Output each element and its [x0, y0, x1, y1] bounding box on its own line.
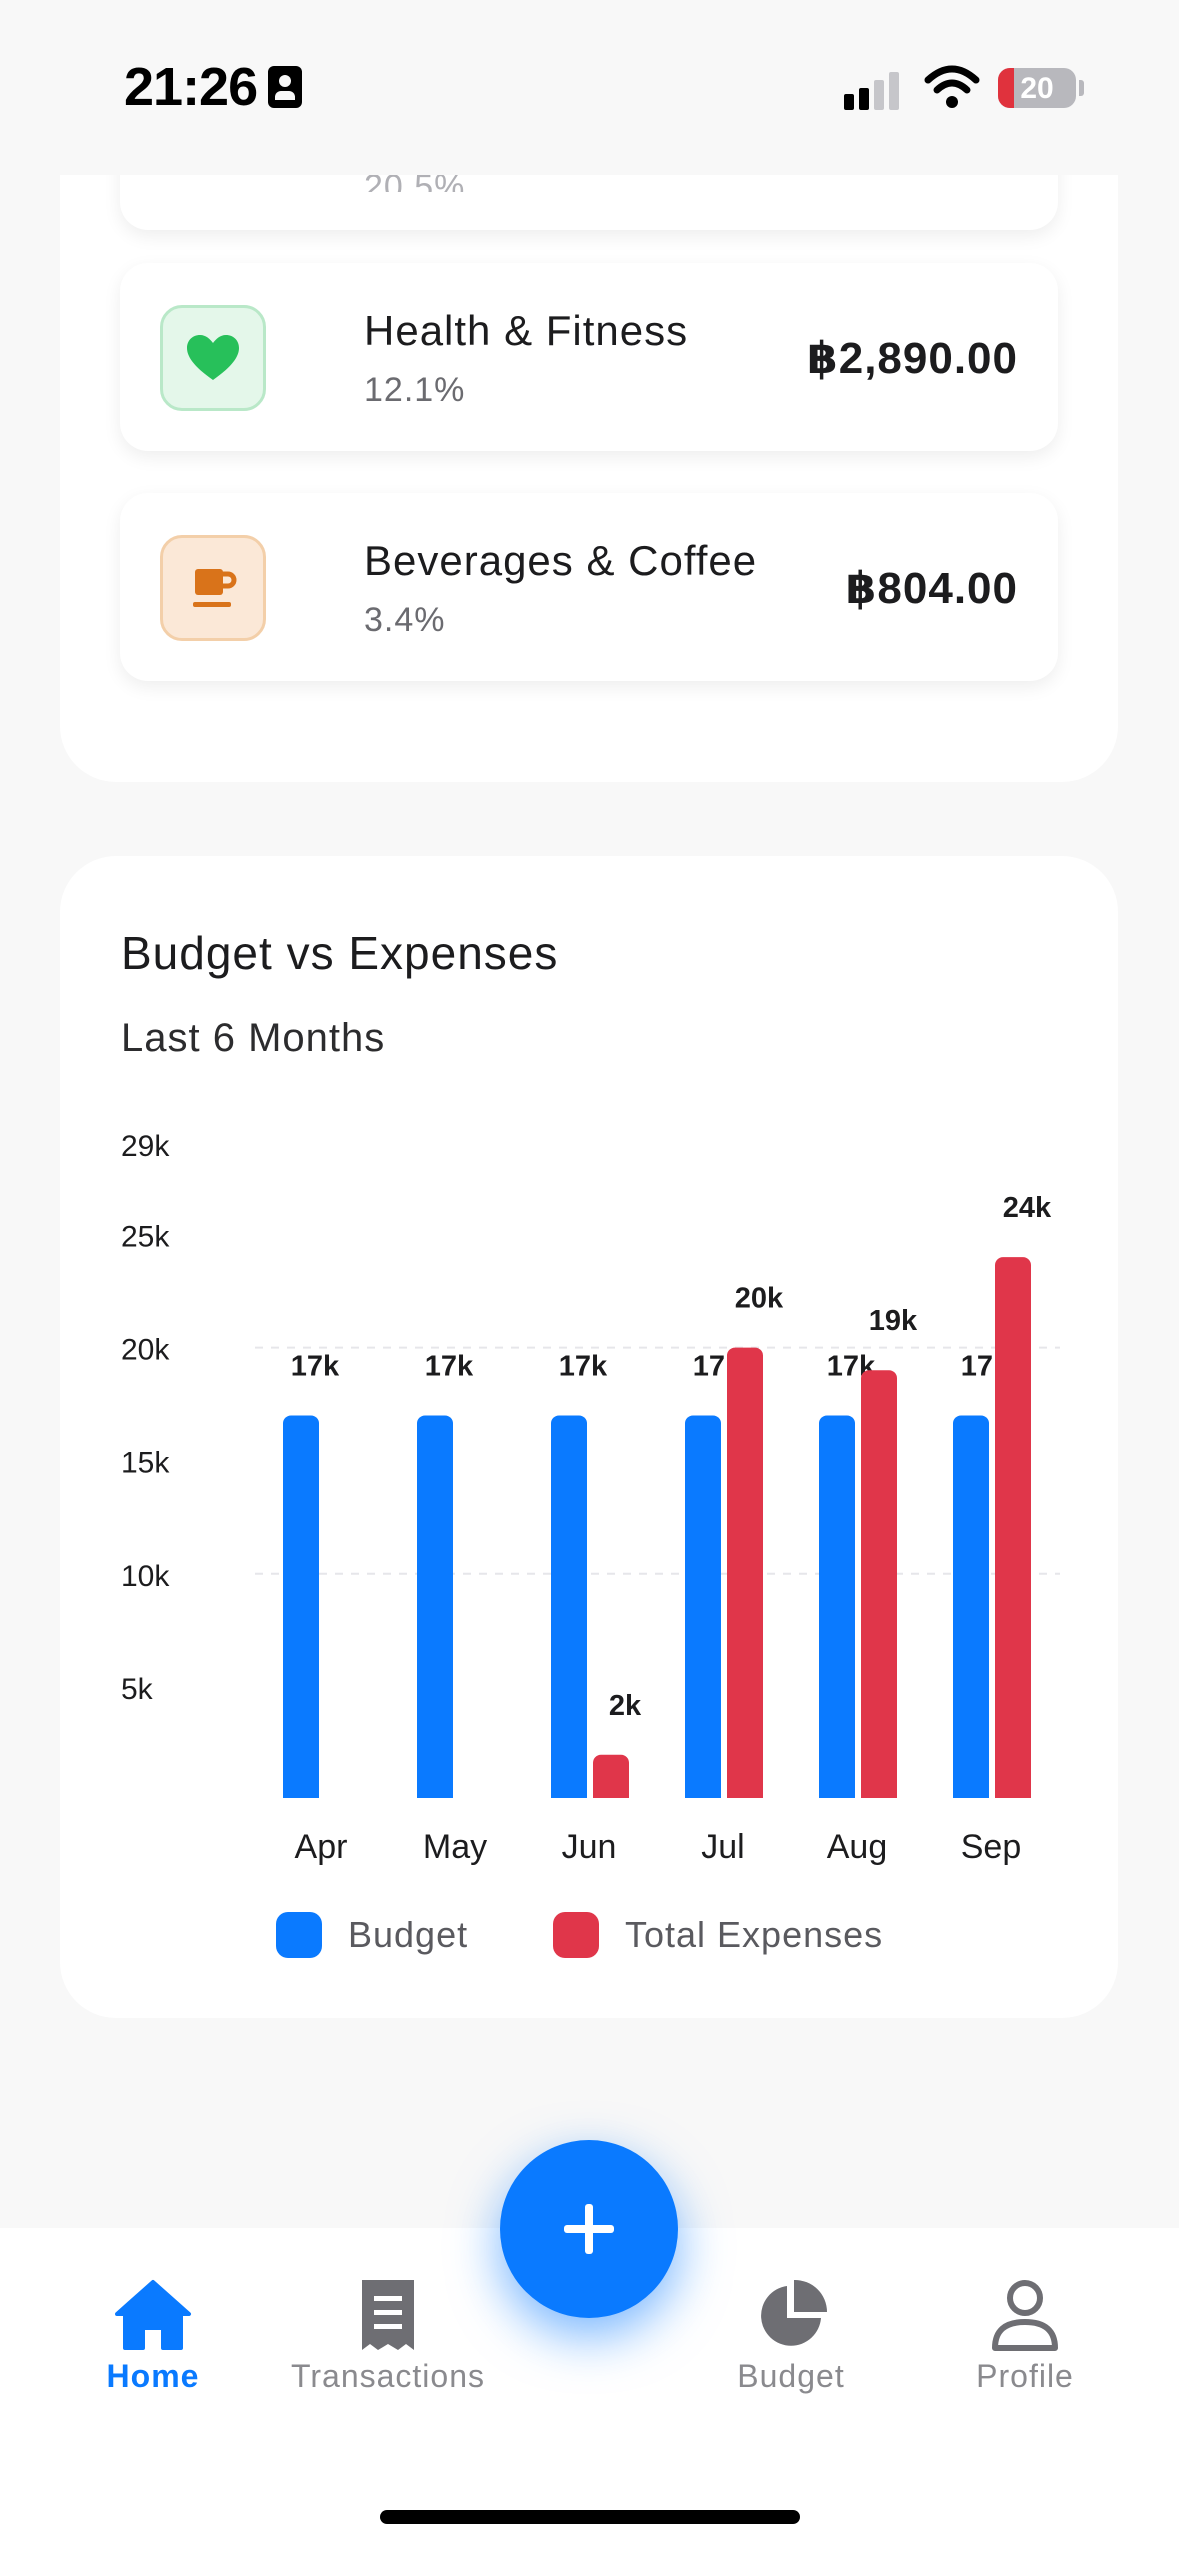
tab-label: Transactions: [291, 2358, 485, 2394]
heart-icon: [160, 305, 266, 411]
house-icon: [115, 2280, 191, 2350]
bar-baseline-mask: [727, 1798, 763, 1810]
bar-baseline-mask: [417, 1798, 453, 1810]
bar-body: [551, 1423, 587, 1798]
bar-body: [283, 1423, 319, 1798]
data-label: 20k: [735, 1283, 784, 1315]
legend-label: Total Expenses: [625, 1914, 884, 1955]
data-label: 19k: [869, 1305, 918, 1337]
category-breakdown-card: 20.5% Health & Fitness 12.1% ฿2,890.00 B…: [60, 40, 1118, 782]
x-tick-label: Jun: [562, 1828, 617, 1866]
bar-body: [727, 1355, 763, 1798]
tab-transactions[interactable]: Transactions: [288, 2278, 488, 2395]
y-tick-label: 5k: [121, 1673, 154, 1706]
category-row-beverages-coffee[interactable]: Beverages & Coffee 3.4% ฿804.00: [120, 493, 1058, 681]
tab-label: Home: [106, 2358, 200, 2394]
tab-label: Profile: [976, 2358, 1074, 2394]
bar-baseline-mask: [685, 1798, 721, 1810]
legend-item-total-expenses: Total Expenses: [553, 1910, 953, 1960]
category-row-health-fitness[interactable]: Health & Fitness 12.1% ฿2,890.00: [120, 263, 1058, 451]
bar-body: [953, 1423, 989, 1798]
bar-baseline-mask: [953, 1798, 989, 1810]
y-tick-label: 15k: [121, 1447, 170, 1480]
bar-baseline-mask: [819, 1798, 855, 1810]
pie-chart-icon: [761, 2279, 827, 2346]
data-label: 24k: [1003, 1192, 1052, 1224]
chart-subtitle: Last 6 Months: [121, 1016, 386, 1060]
legend-label: Budget: [348, 1914, 469, 1955]
battery-icon: 20: [998, 68, 1076, 108]
bar-body: [861, 1378, 897, 1798]
category-percent: 12.1%: [364, 371, 466, 409]
data-label: 17k: [425, 1350, 474, 1382]
bar-baseline-mask: [995, 1798, 1031, 1810]
tab-label: Budget: [737, 2358, 845, 2394]
budget-vs-expenses-card: Budget vs Expenses Last 6 Months 5k 10k 15…: [60, 856, 1118, 2018]
x-tick-label: Jul: [701, 1828, 744, 1866]
legend-swatch-budget: [276, 1912, 322, 1958]
person-icon: [992, 2280, 1058, 2351]
bar-body: [819, 1423, 855, 1798]
data-label: 2k: [609, 1690, 642, 1722]
battery-level: 20: [1020, 72, 1054, 105]
data-label: 17k: [291, 1350, 340, 1382]
tab-profile[interactable]: Profile: [925, 2278, 1125, 2395]
y-tick-label: 25k: [121, 1220, 170, 1253]
add-transaction-button[interactable]: [500, 2140, 678, 2318]
chart-title: Budget vs Expenses: [121, 927, 559, 979]
bar-body: [685, 1423, 721, 1798]
battery-tip: [1079, 80, 1084, 96]
tab-budget[interactable]: Budget: [691, 2278, 891, 2395]
bar-body: [593, 1762, 629, 1798]
y-tick-label: 29k: [121, 1130, 170, 1163]
legend-swatch-expenses: [553, 1912, 599, 1958]
bar-baseline-mask: [861, 1798, 897, 1810]
bar-baseline-mask: [283, 1798, 319, 1810]
bar-baseline-mask: [593, 1798, 629, 1810]
bar-body: [995, 1265, 1031, 1798]
status-time: 21:26: [124, 57, 258, 117]
x-tick-label: Apr: [295, 1828, 348, 1866]
legend-item-budget: Budget: [276, 1910, 476, 1960]
y-tick-label: 20k: [121, 1334, 170, 1367]
bar-chart: 5k10k15k20k25k29k17kApr17kMay17k2kJun17k…: [121, 1130, 1060, 1866]
x-tick-label: Aug: [827, 1828, 888, 1866]
cellular-signal-icon: [844, 70, 904, 110]
home-indicator: [380, 2510, 800, 2524]
x-tick-label: May: [423, 1828, 487, 1866]
bar-body: [417, 1423, 453, 1798]
wifi-icon: [924, 65, 980, 108]
tab-home[interactable]: Home: [53, 2278, 253, 2395]
category-amount: ฿804.00: [845, 564, 1018, 613]
x-tick-label: Sep: [961, 1828, 1022, 1866]
y-tick-label: 10k: [121, 1560, 170, 1593]
plus-icon-vertical: [585, 2204, 593, 2254]
contact-card-icon: [268, 66, 302, 108]
category-amount: ฿2,890.00: [807, 334, 1018, 383]
category-name: Health & Fitness: [364, 307, 689, 354]
status-bar: 21:26 20: [0, 0, 1179, 175]
receipt-icon: [362, 2280, 414, 2350]
category-percent: 3.4%: [364, 601, 446, 639]
coffee-cup-icon: [160, 535, 266, 641]
data-label: 17k: [559, 1350, 608, 1382]
bar-baseline-mask: [551, 1798, 587, 1810]
category-name: Beverages & Coffee: [364, 537, 758, 584]
